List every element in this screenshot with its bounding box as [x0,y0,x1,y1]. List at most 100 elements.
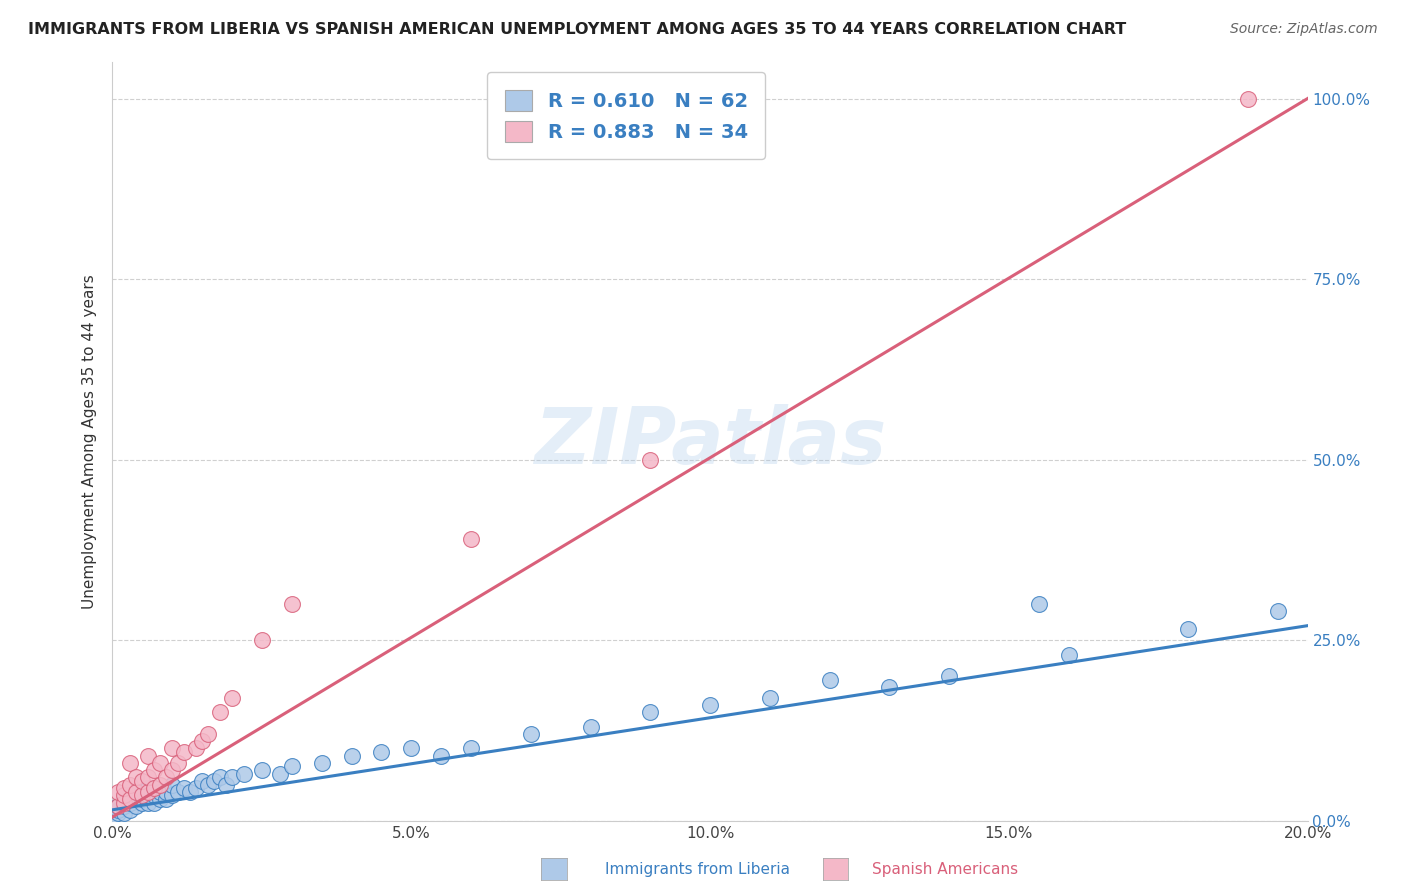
Point [221,770,243,784]
Point [138,796,160,810]
Point [460,741,482,756]
Point [162,789,183,803]
Point [107,799,129,814]
Point [162,741,183,756]
Point [120,756,142,770]
Point [1177,622,1199,636]
Point [114,806,135,821]
Point [167,756,190,770]
Point [149,778,172,792]
Text: IMMIGRANTS FROM LIBERIA VS SPANISH AMERICAN UNEMPLOYMENT AMONG AGES 35 TO 44 YEA: IMMIGRANTS FROM LIBERIA VS SPANISH AMERI… [28,22,1126,37]
Point [579,720,602,734]
Point [143,789,166,803]
Point [191,734,214,748]
Point [114,796,135,810]
Point [186,781,208,796]
Point [125,785,148,799]
Point [114,796,135,810]
Point [107,799,129,814]
Point [138,781,160,796]
Point [143,796,166,810]
Point [138,748,160,763]
Point [114,792,135,806]
Point [149,756,172,770]
Point [879,680,901,694]
Point [101,810,124,824]
Point [215,778,238,792]
Point [120,803,142,817]
Text: ZIPatlas: ZIPatlas [534,403,886,480]
Point [250,633,273,648]
Text: Source: ZipAtlas.com: Source: ZipAtlas.com [1230,22,1378,37]
Point [149,792,172,806]
Point [640,706,662,720]
Point [107,803,129,817]
Point [938,669,960,683]
Point [1057,648,1080,662]
Point [1237,91,1260,105]
Point [120,789,142,803]
Point [818,673,841,687]
Point [340,748,363,763]
Point [186,741,208,756]
Point [143,781,166,796]
Point [120,792,142,806]
Point [162,763,183,777]
Point [143,781,166,796]
Point [311,756,333,770]
Point [155,792,177,806]
Point [114,799,135,814]
Point [120,792,142,806]
Point [162,778,183,792]
Point [1028,597,1050,611]
Point [155,770,177,784]
Point [430,748,453,763]
Point [125,792,148,806]
Point [173,745,195,759]
Point [131,785,153,799]
Point [221,690,243,705]
Point [155,785,177,799]
Point [281,597,304,611]
Point [1267,604,1289,618]
Text: Spanish Americans: Spanish Americans [872,863,1018,877]
Point [370,745,392,759]
Point [202,773,225,788]
Text: Immigrants from Liberia: Immigrants from Liberia [605,863,790,877]
Point [149,785,172,799]
Point [197,727,219,741]
Point [120,778,142,792]
Point [131,796,153,810]
Point [125,799,148,814]
Point [460,532,482,546]
Point [131,773,153,788]
Point [699,698,721,712]
Point [179,785,201,799]
Point [520,727,543,741]
Point [233,766,256,780]
Point [120,796,142,810]
Point [107,785,129,799]
Point [138,785,160,799]
Point [250,763,273,777]
Point [759,690,782,705]
Point [209,706,232,720]
Point [269,766,291,780]
Point [138,789,160,803]
Point [173,781,195,796]
Point [138,770,160,784]
Point [125,785,148,799]
Point [131,792,153,806]
Point [167,785,190,799]
Point [131,789,153,803]
Point [640,452,662,467]
Y-axis label: Unemployment Among Ages 35 to 44 years: Unemployment Among Ages 35 to 44 years [82,274,97,609]
Point [125,770,148,784]
Point [191,773,214,788]
Point [209,770,232,784]
Point [197,778,219,792]
Point [401,741,423,756]
Legend: R = 0.610   N = 62, R = 0.883   N = 34: R = 0.610 N = 62, R = 0.883 N = 34 [488,72,765,160]
Point [143,763,166,777]
Point [281,759,304,773]
